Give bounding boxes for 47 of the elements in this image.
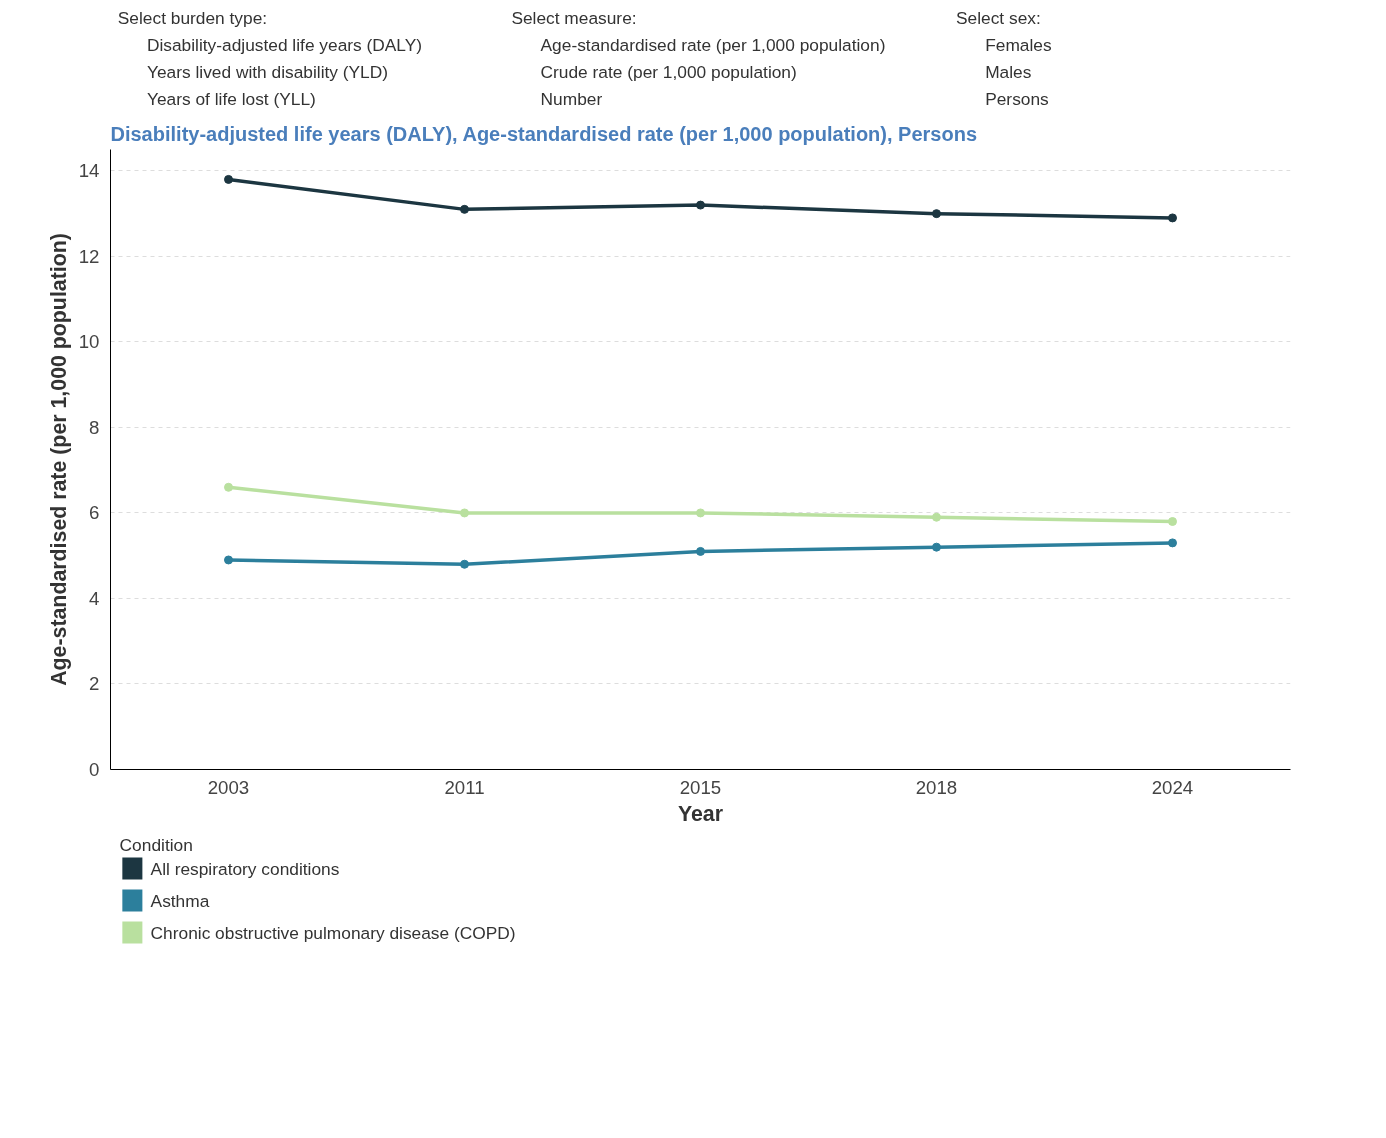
point (696, 546, 705, 556)
y-tick-label: 0 (89, 759, 100, 780)
point (932, 209, 941, 219)
text: Persons (985, 88, 1050, 109)
y-tick-label: 2 (89, 673, 100, 695)
point (932, 542, 941, 552)
y-tick-label: 10 (78, 331, 100, 353)
x-tick-label: 2018 (915, 776, 958, 798)
point (224, 555, 233, 565)
legend-label: Asthma (150, 890, 210, 911)
text: Males (985, 61, 1032, 82)
text: Females (985, 34, 1052, 55)
point (1168, 517, 1177, 526)
point (224, 174, 233, 184)
x-axis-title: Year (677, 801, 724, 826)
text: Number (540, 88, 603, 109)
text: Select sex: (956, 7, 1041, 28)
point (460, 508, 469, 518)
text: Age-standardised rate (per 1,000 population) (540, 34, 886, 55)
text: Years of life lost (YLL) (146, 88, 316, 109)
point (460, 204, 469, 214)
legend-label: All respiratory conditions (150, 858, 340, 879)
point (696, 200, 705, 210)
point (224, 482, 233, 492)
y-tick-label: 4 (89, 587, 100, 609)
x-tick-label: 2011 (444, 776, 485, 798)
point (1168, 213, 1177, 223)
text: Disability-adjusted life years (DALY) (146, 34, 423, 55)
x-tick-label: 2015 (679, 776, 722, 798)
chart-title: Disability-adjusted life years (DALY), Age-standardised rate (per 1,000 population), Persons (110, 122, 978, 145)
text: Select burden type: (117, 7, 268, 28)
point (696, 508, 705, 518)
point (1168, 538, 1177, 548)
text: Select measure: (511, 7, 637, 28)
y-tick-label: 14 (78, 160, 100, 182)
x-tick-label: 2003 (207, 776, 250, 798)
y-axis-title: Age-standardised rate (per 1,000 population) (46, 233, 71, 686)
text: Years lived with disability (YLD) (146, 61, 389, 82)
point (932, 512, 941, 522)
y-tick-label: 6 (89, 502, 100, 524)
legend-label: Chronic obstructive pulmonary disease (COPD) (150, 922, 516, 943)
legend-title: Condition (119, 834, 193, 855)
point (460, 559, 469, 569)
y-tick-label: 8 (89, 416, 100, 438)
y-tick-label: 12 (78, 245, 100, 267)
text: Crude rate (per 1,000 population) (540, 61, 797, 82)
x-tick-label: 2024 (1151, 776, 1194, 798)
